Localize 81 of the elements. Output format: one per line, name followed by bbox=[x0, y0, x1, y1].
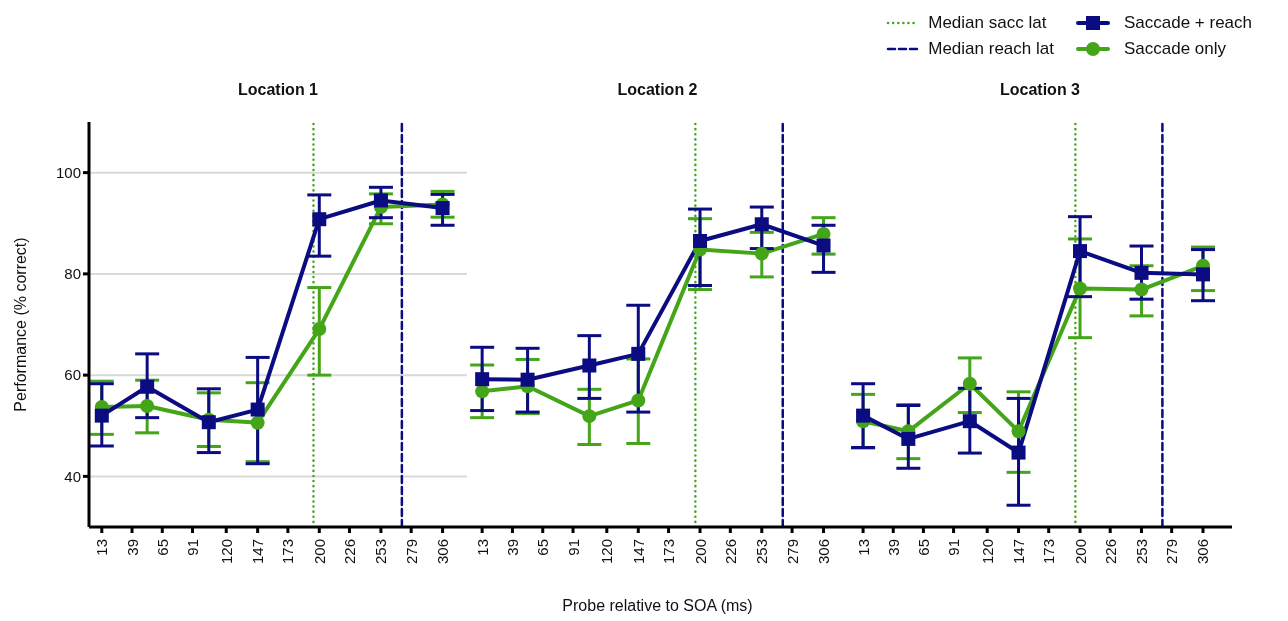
y-tick-label: 40 bbox=[64, 467, 81, 485]
x-tick-label: 65 bbox=[914, 539, 932, 556]
point bbox=[250, 402, 265, 417]
x-tick-label: 65 bbox=[534, 539, 552, 556]
chart-title: Location 2 bbox=[616, 81, 699, 99]
point bbox=[140, 399, 155, 414]
x-tick-label: 173 bbox=[1040, 539, 1058, 565]
x-tick-label: 253 bbox=[372, 539, 390, 565]
point bbox=[1134, 265, 1149, 280]
point bbox=[435, 201, 450, 216]
y-axis-title: Performance (% correct) bbox=[11, 237, 29, 412]
x-tick-label: 200 bbox=[1071, 539, 1089, 565]
x-tick-label: 279 bbox=[1163, 539, 1181, 565]
x-tick-label: 279 bbox=[783, 539, 801, 565]
y-tick-label: 60 bbox=[64, 366, 81, 384]
x-tick-label: 65 bbox=[153, 539, 171, 556]
point bbox=[1011, 424, 1026, 439]
point bbox=[693, 233, 708, 248]
legend-label: Median reach lat bbox=[928, 39, 1054, 59]
chart-title: Location 3 bbox=[999, 81, 1081, 99]
x-tick-label: 91 bbox=[945, 539, 963, 556]
legend-label: Saccade only bbox=[1123, 39, 1227, 59]
point bbox=[140, 379, 155, 394]
x-tick-label: 306 bbox=[434, 539, 452, 565]
x-tick-label: 200 bbox=[691, 539, 709, 565]
point bbox=[1134, 282, 1149, 297]
x-tick-label: 200 bbox=[310, 539, 328, 565]
point bbox=[816, 226, 831, 241]
point bbox=[631, 393, 646, 408]
point bbox=[250, 415, 265, 430]
point bbox=[754, 246, 769, 261]
point bbox=[962, 376, 977, 391]
x-tick-label: 120 bbox=[217, 539, 235, 565]
point bbox=[312, 212, 327, 227]
x-tick-label: 120 bbox=[598, 539, 616, 565]
x-tick-label: 226 bbox=[721, 539, 739, 565]
point bbox=[475, 372, 490, 387]
legend-label: Saccade + reach bbox=[1123, 13, 1252, 33]
point bbox=[816, 238, 831, 253]
x-tick-label: 253 bbox=[1133, 539, 1151, 565]
y-tick-label: 80 bbox=[64, 265, 81, 283]
x-tick-label: 147 bbox=[1010, 539, 1028, 565]
x-axis-title: Probe relative to SOA (ms) bbox=[561, 597, 754, 615]
x-tick-label: 13 bbox=[93, 539, 111, 556]
point bbox=[582, 409, 597, 424]
x-tick-label: 39 bbox=[503, 539, 521, 556]
x-tick-label: 226 bbox=[1101, 539, 1119, 565]
point bbox=[631, 346, 646, 361]
x-tick-label: 91 bbox=[564, 539, 582, 556]
point bbox=[373, 193, 388, 208]
x-tick-label: 147 bbox=[249, 539, 267, 565]
point bbox=[1073, 244, 1088, 259]
x-tick-label: 226 bbox=[341, 539, 359, 565]
x-tick-label: 39 bbox=[884, 539, 902, 556]
x-tick-label: 173 bbox=[279, 539, 297, 565]
x-tick-label: 253 bbox=[753, 539, 771, 565]
x-tick-label: 306 bbox=[815, 539, 833, 565]
point bbox=[94, 408, 109, 423]
point bbox=[901, 431, 916, 446]
point bbox=[754, 217, 769, 232]
x-tick-label: 13 bbox=[473, 539, 491, 556]
point bbox=[1073, 281, 1088, 296]
point bbox=[962, 414, 977, 429]
x-tick-label: 13 bbox=[854, 539, 872, 556]
point bbox=[1196, 267, 1210, 282]
y-tick-label: 100 bbox=[55, 163, 81, 181]
point bbox=[582, 358, 597, 373]
x-tick-label: 39 bbox=[123, 539, 141, 556]
x-tick-label: 120 bbox=[978, 539, 996, 565]
point bbox=[1011, 445, 1026, 460]
point bbox=[520, 372, 535, 387]
x-tick-label: 147 bbox=[629, 539, 647, 565]
x-tick-label: 91 bbox=[184, 539, 202, 556]
x-tick-label: 173 bbox=[660, 539, 678, 565]
legend-label: Median sacc lat bbox=[928, 13, 1047, 33]
point bbox=[475, 384, 490, 399]
point bbox=[856, 408, 871, 423]
chart-title: Location 1 bbox=[237, 81, 319, 99]
x-tick-label: 279 bbox=[402, 539, 420, 565]
x-tick-label: 306 bbox=[1194, 539, 1212, 565]
point bbox=[312, 322, 327, 337]
